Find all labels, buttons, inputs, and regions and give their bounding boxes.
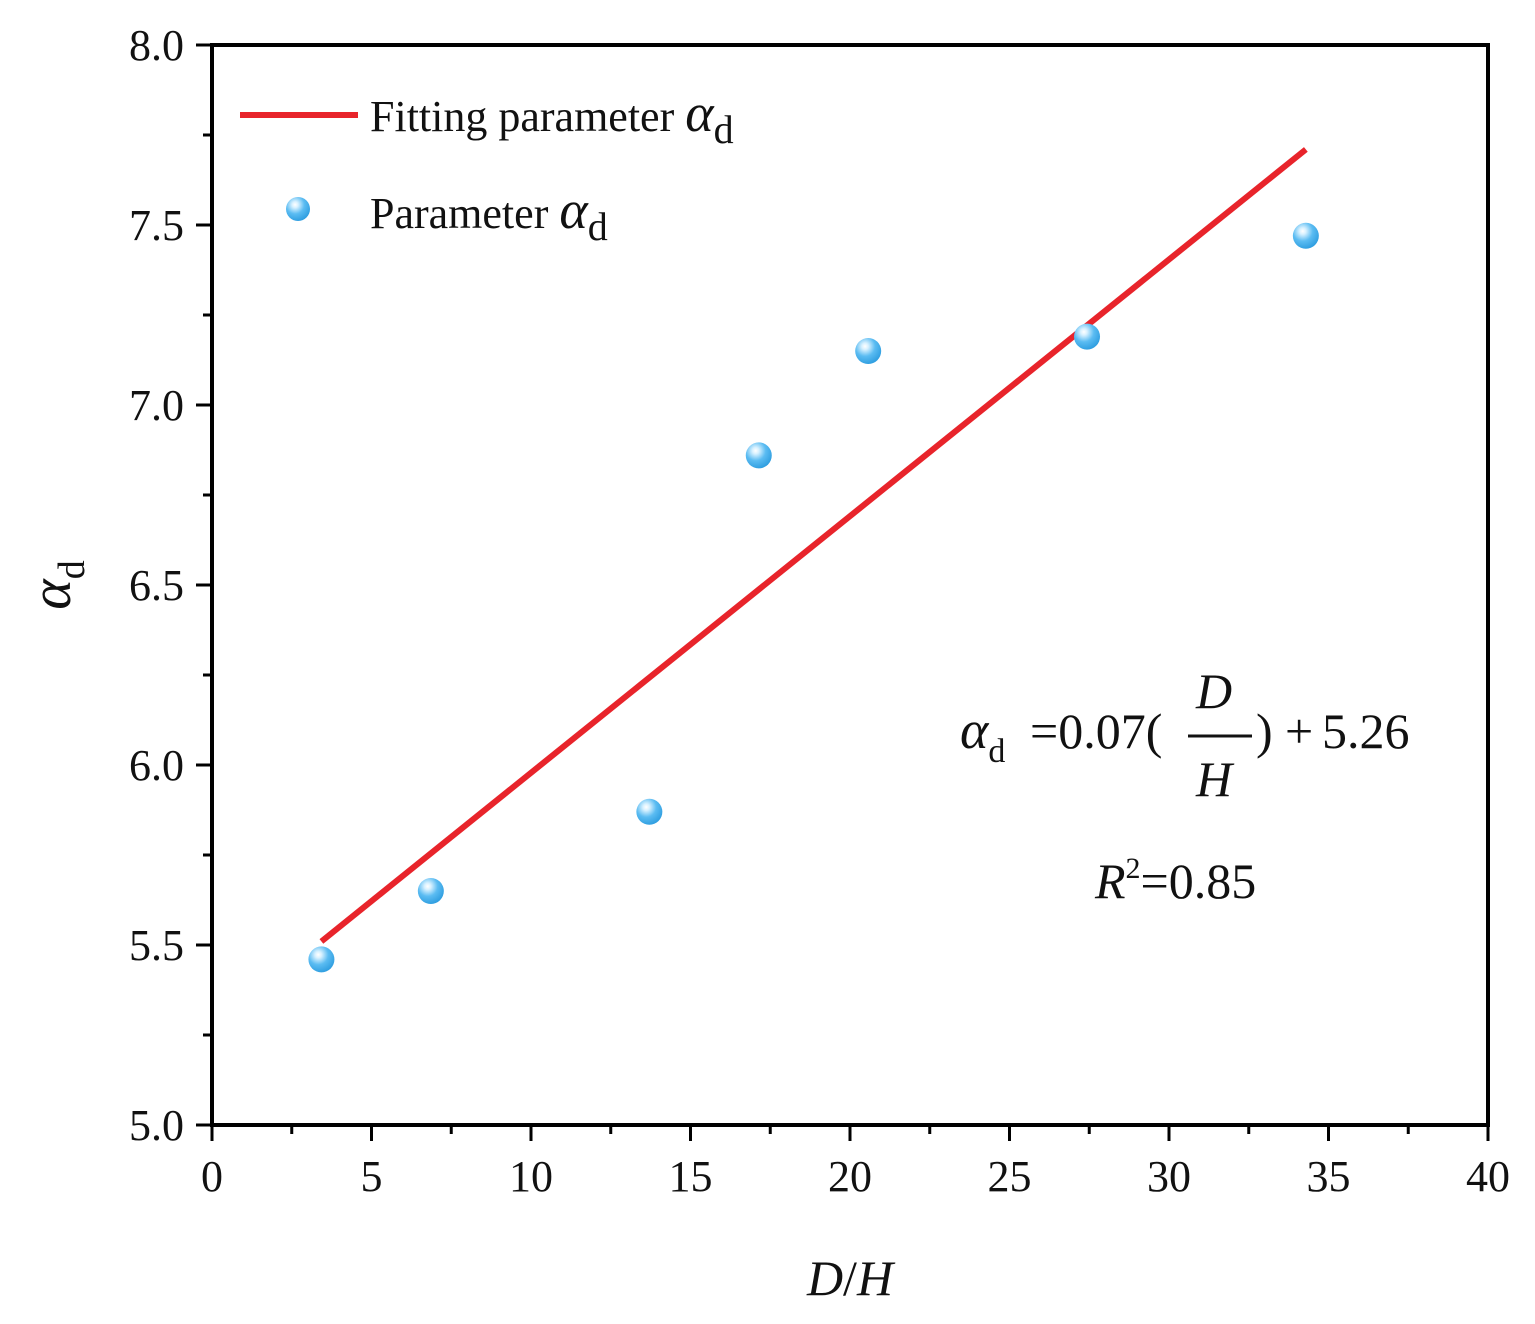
data-point — [636, 798, 663, 825]
fit-line-series — [319, 147, 1308, 944]
y-tick-label: 6.5 — [129, 561, 184, 610]
fit-line — [319, 147, 1308, 944]
y-tick-label: 7.5 — [129, 201, 184, 250]
r-squared-annotation: R2=0.85 — [1094, 852, 1256, 909]
equation-constant: 5.26 — [1322, 703, 1410, 759]
x-tick-label: 25 — [988, 1152, 1032, 1201]
equation-annotation: αd =0.07( D H ) + 5.26 — [960, 663, 1410, 807]
x-tick-label: 5 — [361, 1152, 383, 1201]
svg-text:αd: αd — [18, 560, 93, 609]
data-point — [417, 878, 444, 904]
x-tick-label: 20 — [828, 1152, 872, 1201]
x-axis-title: D/H — [806, 1250, 896, 1306]
x-tick-label: 0 — [201, 1152, 223, 1201]
x-axis: 0 5 10 15 20 25 30 35 40 — [201, 1125, 1510, 1201]
scatter-series — [308, 222, 1319, 973]
x-tick-label: 15 — [669, 1152, 713, 1201]
y-tick-label: 7.0 — [129, 381, 184, 430]
data-point — [855, 338, 882, 364]
y-tick-label: 5.5 — [129, 921, 184, 970]
equation-coef: =0.07( — [1030, 703, 1162, 759]
x-tick-label: 35 — [1307, 1152, 1351, 1201]
data-point — [308, 946, 335, 973]
equation-plus: + — [1285, 703, 1313, 759]
y-axis-title: αd — [18, 560, 93, 609]
equation-frac-denominator: H — [1195, 751, 1235, 807]
equation-close-paren: ) — [1256, 703, 1273, 759]
legend-item-fit: Fitting parameter αd — [370, 83, 734, 152]
data-point — [745, 442, 772, 469]
equation-frac-numerator: D — [1195, 663, 1232, 719]
equation-lhs: αd — [960, 700, 1005, 770]
legend: Fitting parameter αd Parameter αd — [240, 83, 734, 249]
x-tick-label: 40 — [1466, 1152, 1510, 1201]
y-tick-label: 6.0 — [129, 741, 184, 790]
data-point — [1292, 222, 1319, 249]
y-tick-label: 5.0 — [129, 1101, 184, 1150]
x-tick-label: 10 — [509, 1152, 553, 1201]
legend-item-points: Parameter αd — [370, 180, 608, 249]
legend-point-swatch — [286, 197, 310, 221]
x-tick-label: 30 — [1147, 1152, 1191, 1201]
y-axis: 5.0 5.5 6.0 6.5 7.0 7.5 8.0 — [129, 21, 212, 1150]
y-tick-label: 8.0 — [129, 21, 184, 70]
data-point — [1074, 323, 1101, 350]
